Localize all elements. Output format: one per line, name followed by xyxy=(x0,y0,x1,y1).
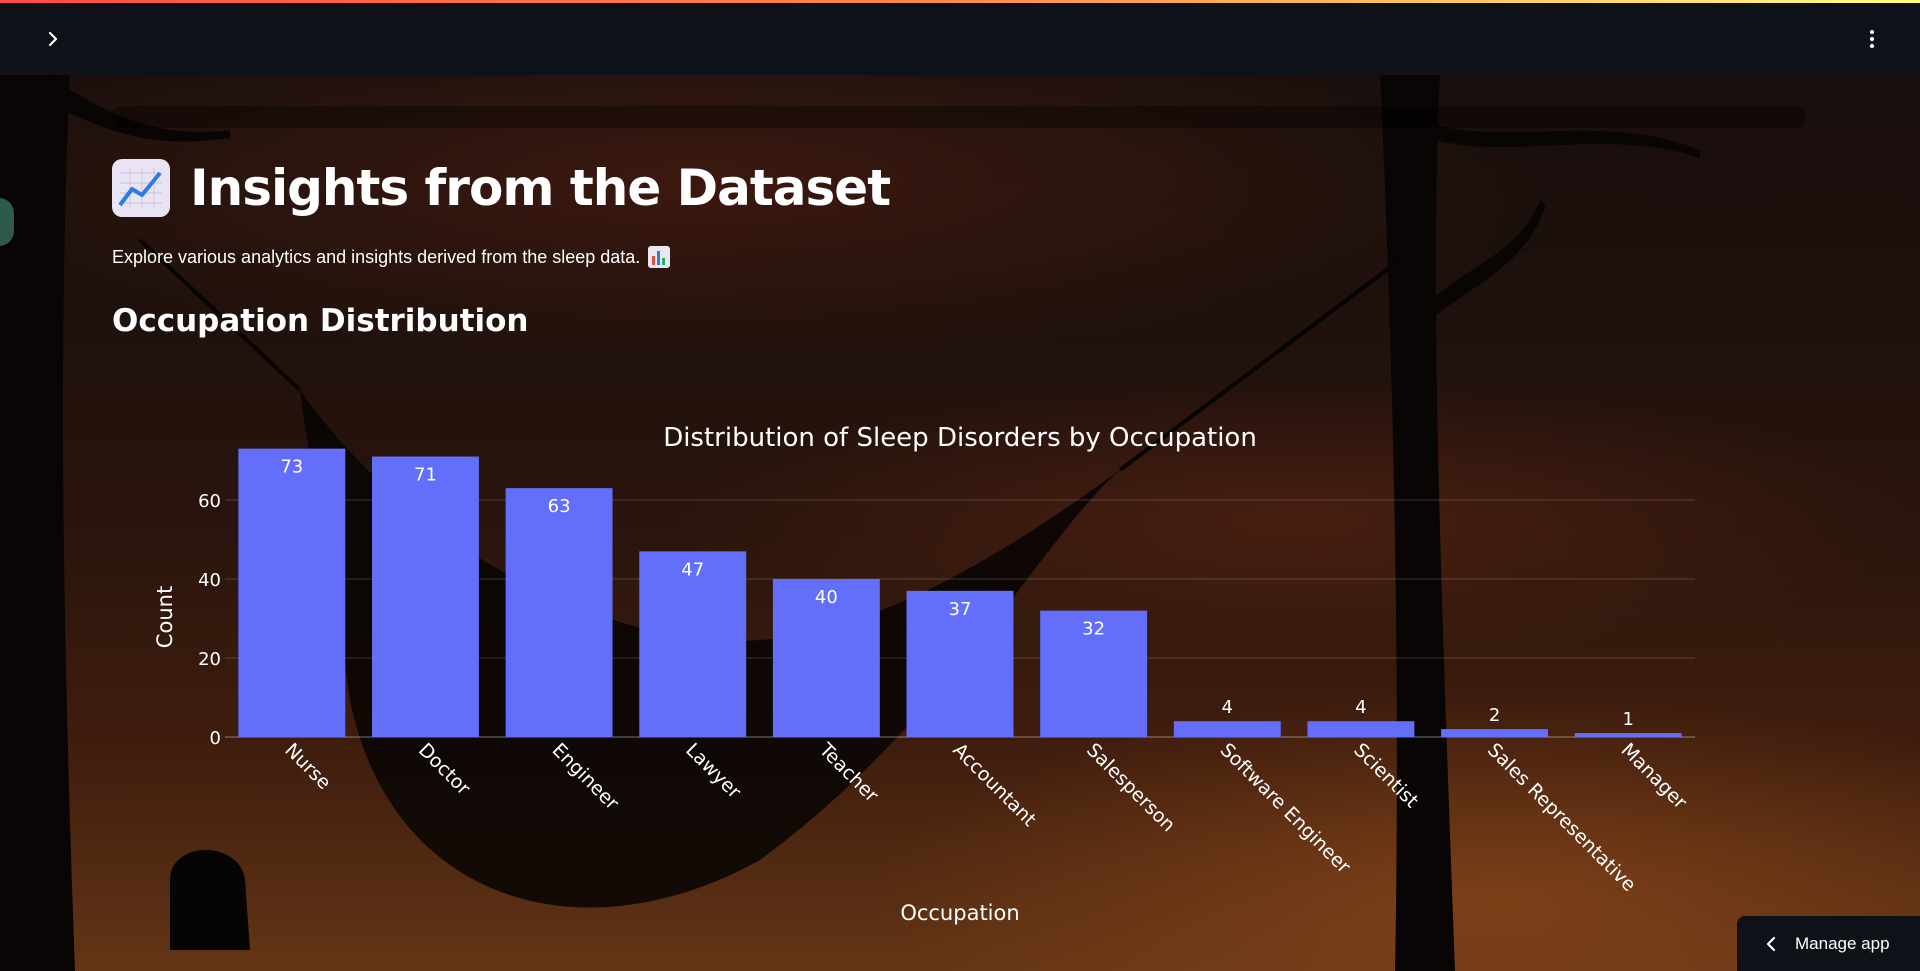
chevron-right-icon xyxy=(48,31,58,47)
x-tick-label: Nurse xyxy=(280,739,335,794)
x-tick-label: Lawyer xyxy=(681,739,745,803)
more-vertical-icon xyxy=(1870,30,1874,48)
x-tick-label: Engineer xyxy=(548,739,624,815)
page-title-text: Insights from the Dataset xyxy=(190,159,891,217)
y-axis-title: Count xyxy=(153,586,177,648)
bar-accountant[interactable] xyxy=(906,590,1014,737)
manage-app-button[interactable]: Manage app xyxy=(1737,916,1920,971)
expand-sidebar-button[interactable] xyxy=(35,21,71,57)
y-tick-label: 20 xyxy=(198,649,221,670)
data-label: 40 xyxy=(815,587,838,608)
data-label: 4 xyxy=(1355,697,1366,718)
data-label: 63 xyxy=(548,496,571,517)
data-label: 71 xyxy=(414,465,437,486)
x-tick-label: Salesperson xyxy=(1082,739,1179,836)
bar-scientist[interactable] xyxy=(1307,721,1415,737)
data-label: 4 xyxy=(1222,697,1233,718)
bar-lawyer[interactable] xyxy=(639,551,747,737)
x-tick-label: Accountant xyxy=(948,739,1040,831)
bar-engineer[interactable] xyxy=(505,488,613,737)
section-heading: Occupation Distribution xyxy=(112,303,529,339)
side-indicator xyxy=(0,198,14,246)
chevron-left-icon xyxy=(1766,936,1776,951)
bar-doctor[interactable] xyxy=(372,456,479,737)
bar-nurse[interactable] xyxy=(238,448,346,737)
manage-app-label: Manage app xyxy=(1795,933,1890,953)
app-header xyxy=(0,3,1920,75)
x-axis-title: Occupation xyxy=(900,901,1019,925)
data-label: 32 xyxy=(1082,619,1105,640)
x-tick-label: Teacher xyxy=(814,738,883,807)
page-title: Insights from the Dataset xyxy=(112,150,891,226)
main-content: Insights from the Dataset Explore variou… xyxy=(112,150,891,339)
bar-teacher[interactable] xyxy=(772,579,880,737)
bar-chart-emoji xyxy=(648,246,671,268)
x-tick-label: Doctor xyxy=(414,739,475,800)
y-tick-label: 40 xyxy=(198,570,221,591)
subtitle-text: Explore various analytics and insights d… xyxy=(112,246,641,267)
top-placeholder-bar xyxy=(112,106,1806,128)
x-tick-label: Manager xyxy=(1617,739,1692,814)
data-label: 47 xyxy=(681,559,704,580)
y-tick-label: 0 xyxy=(210,728,221,749)
data-label: 2 xyxy=(1489,705,1500,726)
accent-stripe xyxy=(0,0,1920,3)
main-menu-button[interactable] xyxy=(1854,21,1890,57)
chart-increasing-emoji xyxy=(112,159,170,217)
x-tick-label: Scientist xyxy=(1349,739,1422,812)
bar-salesperson[interactable] xyxy=(1040,610,1148,737)
bar-sales-representative[interactable] xyxy=(1441,729,1548,737)
x-tick-label: Software Engineer xyxy=(1216,739,1355,878)
x-tick-label: Sales Representative xyxy=(1483,739,1640,896)
y-tick-label: 60 xyxy=(198,491,221,512)
bar-manager[interactable] xyxy=(1574,733,1682,737)
data-label: 1 xyxy=(1622,709,1633,730)
bar-software-engineer[interactable] xyxy=(1173,721,1281,737)
data-label: 37 xyxy=(949,599,972,620)
page-subtitle: Explore various analytics and insights d… xyxy=(112,246,671,268)
data-label: 73 xyxy=(280,457,303,478)
chart-title: Distribution of Sleep Disorders by Occup… xyxy=(663,423,1257,453)
